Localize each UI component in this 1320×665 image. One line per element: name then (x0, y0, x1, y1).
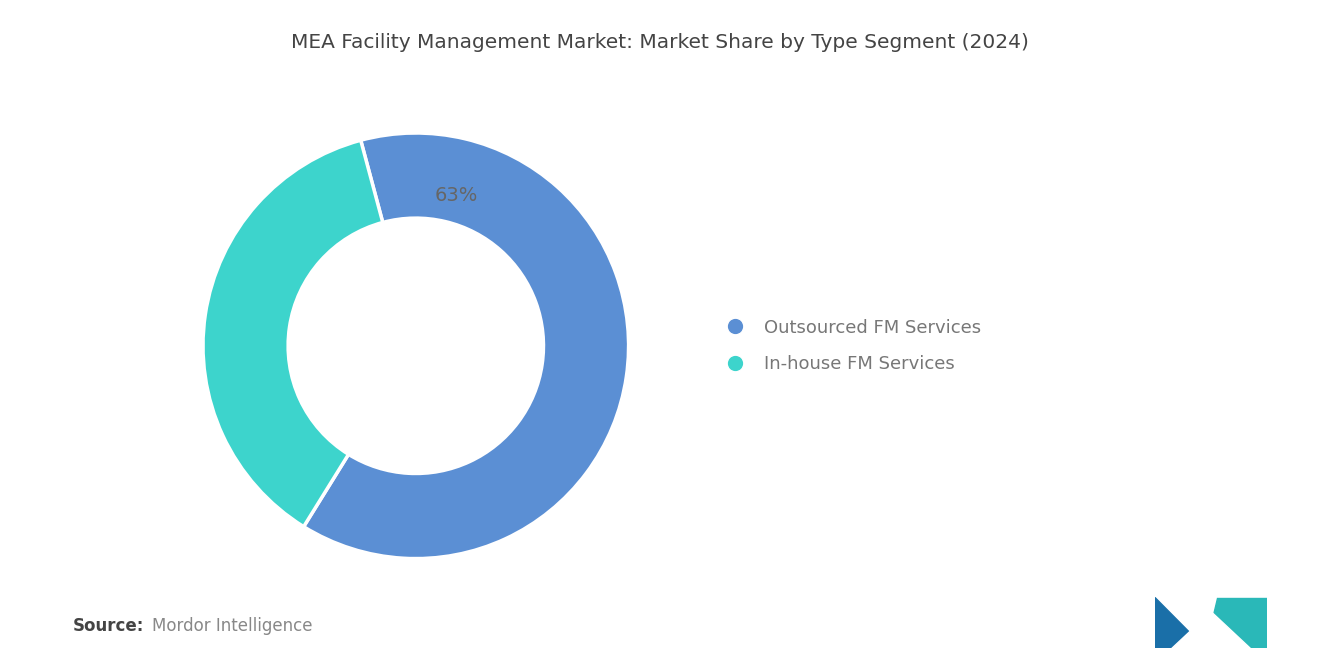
Polygon shape (1155, 597, 1205, 648)
Text: Source:: Source: (73, 617, 144, 635)
Text: MEA Facility Management Market: Market Share by Type Segment (2024): MEA Facility Management Market: Market S… (292, 33, 1028, 53)
Text: Mordor Intelligence: Mordor Intelligence (152, 617, 313, 635)
Wedge shape (203, 140, 383, 527)
Legend: Outsourced FM Services, In-house FM Services: Outsourced FM Services, In-house FM Serv… (718, 319, 982, 373)
Polygon shape (1172, 612, 1250, 648)
Polygon shape (1205, 597, 1267, 648)
Wedge shape (304, 133, 628, 559)
Text: 63%: 63% (434, 186, 478, 205)
